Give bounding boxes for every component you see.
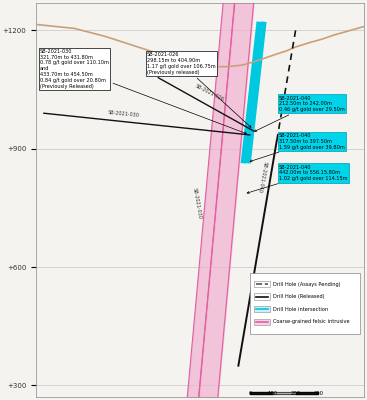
Bar — [254, 319, 270, 325]
Bar — [254, 294, 270, 300]
Text: SB-2021-026
298.15m to 404.90m
1.17 g/t gold over 106.75m
(Previously released): SB-2021-026 298.15m to 404.90m 1.17 g/t … — [147, 52, 251, 127]
Text: 100: 100 — [268, 391, 278, 396]
Text: SB-2021-026: SB-2021-026 — [195, 84, 225, 102]
Text: Coarse-grained felsic intrusive: Coarse-grained felsic intrusive — [273, 319, 349, 324]
Text: SB-2021-040
317.50m to 397.50m
1.59 g/t gold over 39.80m: SB-2021-040 317.50m to 397.50m 1.59 g/t … — [250, 133, 345, 162]
Text: 0: 0 — [248, 391, 251, 396]
Bar — [254, 281, 270, 287]
Text: SB-2021-040
442.00m to 556.15.80m
1.02 g/t gold over 114.15m: SB-2021-040 442.00m to 556.15.80m 1.02 g… — [247, 165, 347, 194]
Text: SB-2021-030: SB-2021-030 — [108, 110, 140, 118]
Text: 300: 300 — [313, 391, 323, 396]
Bar — [254, 306, 270, 312]
Text: 200: 200 — [291, 391, 301, 396]
Text: SB-2021-040: SB-2021-040 — [257, 160, 267, 193]
Text: SB-2021-040
212.50m to 242.00m
0.46 g/t gold over 29.50m: SB-2021-040 212.50m to 242.00m 0.46 g/t … — [255, 96, 345, 132]
Text: Drill Hole (Assays Pending): Drill Hole (Assays Pending) — [273, 282, 340, 286]
Text: SB-2021-030
321.70m to 431.80m
0.78 g/t gold over 110.10m
and
433.70m to 454.50m: SB-2021-030 321.70m to 431.80m 0.78 g/t … — [40, 49, 247, 134]
Bar — [250, 273, 360, 334]
Text: SB-2021-030: SB-2021-030 — [191, 188, 201, 220]
Text: Drill Hole (Released): Drill Hole (Released) — [273, 294, 324, 299]
Text: Drill Hole intersection: Drill Hole intersection — [273, 307, 328, 312]
